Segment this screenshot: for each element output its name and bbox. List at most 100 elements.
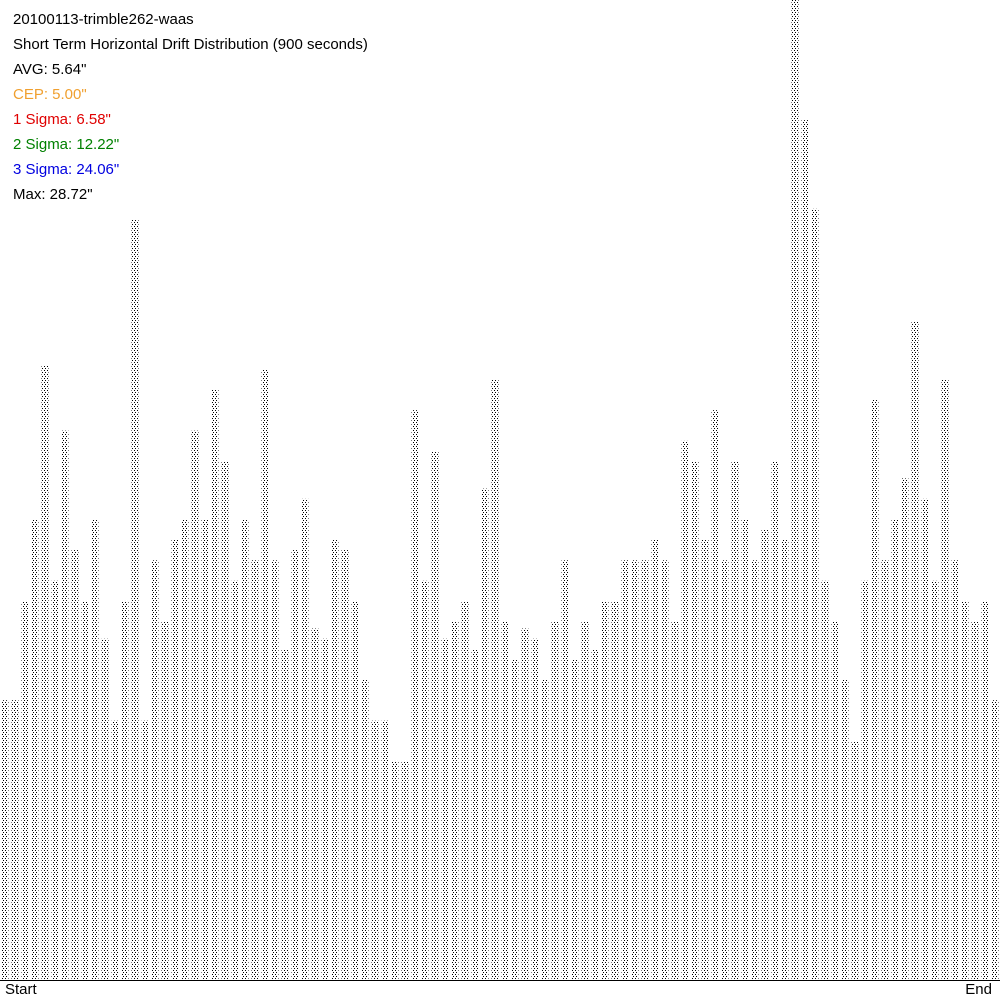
- drift-spike: [101, 638, 109, 980]
- drift-spike: [831, 621, 839, 980]
- drift-spike: [611, 601, 619, 980]
- drift-spike: [871, 399, 879, 980]
- drift-spike: [191, 430, 199, 981]
- drift-spike: [911, 321, 919, 980]
- drift-spike: [651, 539, 659, 980]
- drift-spike: [701, 539, 709, 980]
- stat-label: AVG: 5.64": [13, 61, 86, 78]
- drift-spike: [711, 410, 719, 980]
- drift-spike: [551, 621, 559, 980]
- drift-spike: [301, 498, 309, 980]
- stat-label: Max: 28.72": [13, 186, 93, 203]
- drift-spike: [691, 461, 699, 980]
- stat-label: 2 Sigma: 12.22": [13, 136, 119, 153]
- drift-spike: [411, 410, 419, 980]
- drift-spike: [181, 519, 189, 980]
- drift-spike: [501, 621, 509, 980]
- drift-spike: [351, 601, 359, 980]
- drift-spike: [121, 601, 129, 980]
- drift-spike: [791, 0, 799, 980]
- drift-spike: [821, 580, 829, 980]
- drift-spike: [841, 679, 849, 980]
- drift-spike: [971, 621, 979, 980]
- drift-spike: [241, 519, 249, 980]
- drift-spike: [961, 601, 969, 980]
- drift-spike: [931, 580, 939, 980]
- drift-spike: [811, 208, 819, 980]
- drift-spike: [901, 478, 909, 980]
- drift-spike: [291, 550, 299, 980]
- drift-spike: [211, 389, 219, 980]
- drift-spike: [381, 720, 389, 980]
- drift-spike: [481, 488, 489, 980]
- drift-spike: [461, 601, 469, 980]
- drift-spike: [11, 700, 19, 980]
- drift-spike: [941, 379, 949, 981]
- drift-spike: [781, 539, 789, 980]
- drift-spike: [21, 601, 29, 980]
- drift-spike: [681, 440, 689, 980]
- drift-spike: [61, 430, 69, 981]
- drift-spike: [761, 529, 769, 980]
- drift-spike: [111, 720, 119, 980]
- drift-spike: [731, 461, 739, 980]
- drift-spike: [231, 580, 239, 980]
- drift-spike: [251, 560, 259, 980]
- drift-spike: [511, 659, 519, 980]
- drift-spike: [621, 560, 629, 980]
- drift-spike: [721, 560, 729, 980]
- drift-spike: [91, 519, 99, 980]
- drift-spike: [161, 621, 169, 980]
- drift-spike: [421, 580, 429, 980]
- drift-spike: [171, 539, 179, 980]
- drift-spike: [861, 580, 869, 980]
- drift-spike: [561, 560, 569, 980]
- drift-spike: [341, 550, 349, 980]
- drift-spike: [451, 621, 459, 980]
- x-tick-label: End: [965, 981, 992, 998]
- drift-spike: [41, 365, 49, 980]
- drift-spike: [671, 621, 679, 980]
- drift-spike: [371, 720, 379, 980]
- drift-spike: [361, 679, 369, 980]
- drift-spike: [521, 628, 529, 980]
- drift-spike: [1, 700, 9, 980]
- drift-spike: [71, 550, 79, 980]
- drift-spike: [131, 219, 139, 981]
- drift-spike: [631, 560, 639, 980]
- drift-spike: [801, 120, 809, 980]
- drift-spike: [221, 461, 229, 980]
- drift-spike: [431, 451, 439, 980]
- drift-spike: [151, 560, 159, 980]
- x-tick-label: Start: [5, 981, 38, 998]
- drift-spike: [891, 519, 899, 980]
- drift-spike: [201, 519, 209, 980]
- drift-spike: [51, 580, 59, 980]
- stat-label: 1 Sigma: 6.58": [13, 111, 111, 128]
- drift-spike: [921, 498, 929, 980]
- drift-spike: [581, 621, 589, 980]
- drift-spike: [491, 379, 499, 981]
- drift-spike: [331, 539, 339, 980]
- drift-spike: [661, 560, 669, 980]
- drift-spike: [641, 560, 649, 980]
- drift-spike: [981, 601, 989, 980]
- chart-title: 20100113-trimble262-waas: [13, 11, 194, 28]
- drift-spike: [881, 560, 889, 980]
- drift-spike: [991, 700, 999, 980]
- drift-spike: [141, 720, 149, 980]
- drift-spike: [391, 761, 399, 980]
- drift-spike: [281, 649, 289, 980]
- drift-spike: [401, 761, 409, 980]
- drift-spike: [591, 649, 599, 980]
- drift-spike: [81, 601, 89, 980]
- drift-spike: [441, 638, 449, 980]
- drift-spike: [741, 519, 749, 980]
- drift-spike: [541, 679, 549, 980]
- stat-label: CEP: 5.00": [13, 86, 87, 103]
- drift-spike: [31, 519, 39, 980]
- drift-spike: [531, 638, 539, 980]
- drift-spike: [271, 560, 279, 980]
